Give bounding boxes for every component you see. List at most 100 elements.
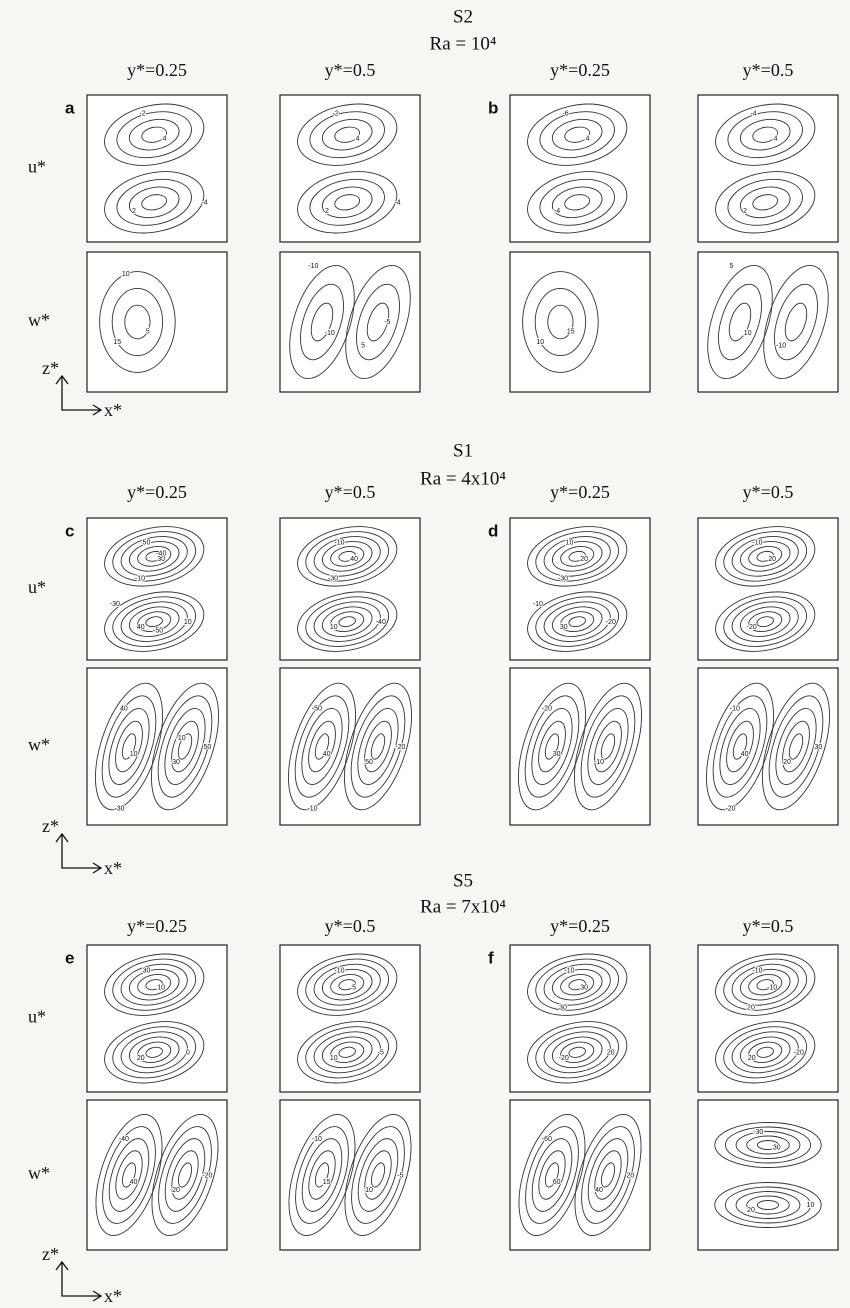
contour-line: [756, 1140, 780, 1150]
contour-line: [297, 171, 398, 234]
contour-line: [568, 550, 586, 562]
contour-line: [538, 1150, 566, 1200]
contour-line: [782, 720, 810, 773]
contour-line: [158, 1126, 212, 1224]
contour-label: -10: [334, 968, 344, 975]
contour-line: [137, 611, 172, 633]
contour-line: [568, 1046, 586, 1058]
contour-line: [145, 979, 163, 991]
contour-line: [309, 111, 385, 159]
contour-line: [587, 708, 629, 785]
contour-panel: [86, 251, 228, 393]
contour-label: 50: [203, 744, 211, 751]
contour-panel: [697, 1099, 839, 1251]
contour-line: [748, 1041, 783, 1063]
contour-label: 10: [157, 984, 165, 991]
contour-line: [739, 606, 791, 637]
contour-line: [128, 541, 180, 572]
section-title: S1: [453, 440, 473, 461]
contour-label: 50: [143, 540, 151, 547]
contour-line: [518, 1114, 586, 1236]
axis-arrow: [55, 374, 103, 416]
contour-line: [145, 1046, 163, 1058]
contour-line: [527, 103, 628, 166]
contour-label: -10: [307, 805, 317, 812]
contour-line: [731, 536, 799, 577]
contour-label: 20: [768, 556, 776, 563]
axis-label: z*: [42, 816, 59, 836]
contour-line: [551, 606, 603, 637]
contour-line: [784, 302, 808, 342]
contour-line: [351, 1126, 405, 1224]
contour-line: [594, 1150, 622, 1200]
contour-label: 10: [365, 1187, 373, 1194]
contour-line: [527, 526, 628, 587]
section-title: S5: [453, 870, 473, 891]
contour-label: 2: [132, 208, 136, 215]
contour-line: [748, 545, 783, 567]
contour-line: [171, 1150, 199, 1200]
contour-line: [574, 682, 642, 811]
contour-line: [551, 186, 603, 219]
contour-label: -50: [312, 706, 322, 713]
contour-line: [535, 1026, 620, 1079]
contour-label: 20: [172, 1187, 180, 1194]
contour-label: -10: [176, 735, 186, 742]
contour-label: 4: [163, 136, 167, 143]
contour-line: [321, 606, 373, 637]
column-header: y*=0.5: [325, 482, 376, 502]
contour-label: 20: [783, 759, 791, 766]
contour-line: [746, 1195, 790, 1215]
contour-line: [305, 531, 390, 582]
contour-line: [714, 1182, 822, 1228]
contour-line: [104, 953, 205, 1016]
contour-line: [551, 1036, 603, 1069]
contour-label: 20: [580, 556, 588, 563]
contour-label: -10: [334, 540, 344, 547]
contour-line: [345, 264, 411, 380]
contour-line: [313, 963, 381, 1006]
contour-line: [763, 264, 829, 380]
contour-line: [321, 1036, 373, 1069]
column-header: y*=0.5: [325, 916, 376, 936]
contour-line: [338, 616, 356, 628]
contour-line: [120, 963, 188, 1006]
contour-label: -30: [558, 575, 568, 582]
contour-line: [560, 1041, 595, 1063]
contour-line: [539, 111, 615, 159]
contour-line: [723, 596, 808, 647]
contour-line: [543, 963, 611, 1006]
axis-label: z*: [42, 1244, 59, 1264]
contour-label: -4: [394, 200, 400, 207]
contour-label: -20: [395, 744, 405, 751]
contour-line: [297, 1021, 398, 1084]
contour-line: [115, 720, 143, 773]
contour-label: -40: [376, 619, 386, 626]
panel-letter: b: [488, 98, 498, 117]
contour-line: [137, 545, 172, 567]
contour-label: 5: [729, 263, 733, 270]
contour-label: -40: [156, 551, 166, 558]
contour-label: -10: [752, 968, 762, 975]
contour-line: [748, 974, 783, 996]
contour-line: [739, 118, 791, 151]
contour-line: [305, 1026, 390, 1079]
contour-label: -4: [750, 111, 756, 118]
contour-line: [314, 733, 330, 760]
contour-line: [756, 616, 774, 628]
contour-line: [728, 302, 752, 342]
contour-label: 10: [130, 751, 138, 758]
contour-line: [344, 682, 412, 811]
contour-line: [350, 695, 406, 798]
contour-line: [774, 283, 818, 361]
contour-line: [301, 1138, 343, 1212]
contour-label: 20: [748, 1055, 756, 1062]
contour-line: [535, 958, 620, 1011]
contour-line: [762, 682, 830, 811]
contour-line: [543, 536, 611, 577]
contour-label: 10: [330, 624, 338, 631]
contour-label: 10: [122, 271, 130, 278]
contour-line: [727, 178, 803, 226]
contour-panel: [86, 1099, 228, 1251]
contour-line: [120, 601, 188, 642]
